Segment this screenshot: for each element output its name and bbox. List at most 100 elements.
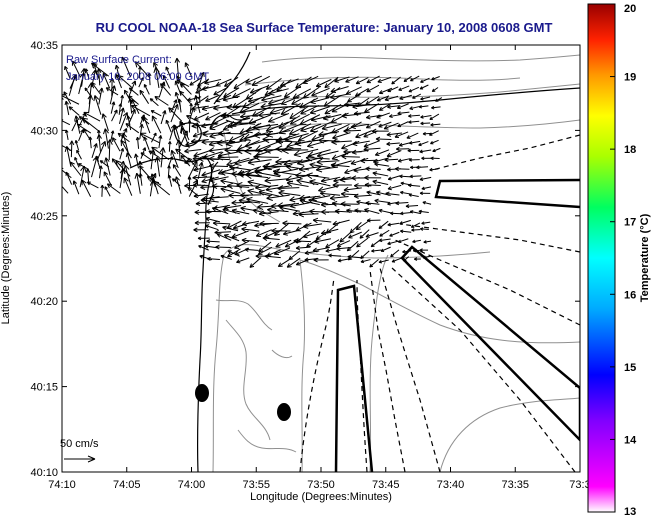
current-vector: [273, 247, 291, 256]
current-vector: [204, 224, 219, 231]
current-vector: [412, 248, 421, 253]
current-vector: [339, 231, 353, 243]
current-vector: [284, 238, 301, 248]
x-tick-label: 73:50: [307, 479, 335, 491]
current-vector: [189, 103, 193, 115]
current-vector: [194, 209, 212, 215]
current-vector: [105, 87, 119, 96]
y-tick-label: 40:25: [30, 211, 58, 223]
current-vector: [293, 238, 311, 244]
current-vector: [292, 210, 312, 217]
current-vector: [286, 180, 309, 187]
current-vector: [86, 181, 99, 189]
current-vector: [380, 246, 391, 252]
current-vector: [205, 209, 221, 214]
current-vector: [289, 113, 310, 125]
current-vector: [406, 132, 419, 139]
current-vector: [408, 193, 419, 198]
current-vector: [62, 185, 69, 194]
current-vector: [186, 115, 201, 123]
current-vector: [261, 95, 282, 103]
current-vector: [294, 139, 319, 147]
y-tick-label: 40:15: [30, 382, 58, 394]
current-vector: [405, 204, 419, 209]
current-vector: [348, 231, 362, 239]
current-vector: [306, 172, 330, 180]
current-vector: [363, 146, 381, 152]
current-vector: [309, 106, 330, 115]
current-vector: [74, 140, 80, 151]
current-vector: [341, 153, 360, 160]
current-vector: [220, 112, 240, 119]
current-vector: [302, 223, 323, 229]
current-vector: [418, 104, 429, 109]
current-vector: [212, 220, 231, 226]
current-vector: [249, 85, 270, 94]
current-vector: [390, 249, 400, 258]
current-vector: [242, 220, 260, 227]
current-vector: [365, 166, 381, 172]
current-vector: [336, 240, 351, 247]
current-vector: [308, 197, 329, 205]
current-vector: [323, 95, 341, 107]
current-vector: [139, 165, 150, 178]
colorbar-tick-label: 16: [624, 289, 636, 301]
current-vector: [422, 255, 430, 260]
current-vector: [88, 136, 93, 149]
current-vector: [121, 132, 129, 153]
scale-arrow: [64, 455, 96, 463]
current-vector: [409, 210, 422, 215]
current-vector: [374, 198, 390, 204]
current-vector: [174, 57, 181, 77]
x-tick-label: 74:00: [178, 479, 206, 491]
current-vector: [316, 150, 339, 159]
current-vector: [201, 85, 219, 92]
current-vector: [200, 197, 219, 204]
current-vector: [333, 176, 352, 183]
current-vector: [266, 194, 290, 201]
current-vector: [254, 169, 281, 178]
current-vector: [302, 231, 319, 239]
bathymetry-contours: [212, 54, 580, 472]
current-vector: [258, 241, 272, 253]
current-vector: [192, 130, 209, 138]
harbor-edge: [213, 51, 251, 105]
current-vector: [341, 140, 360, 150]
current-vector: [299, 114, 321, 125]
colorbar-tick-label: 14: [624, 434, 637, 446]
current-vector: [337, 258, 350, 263]
current-vector: [387, 175, 401, 181]
current-vector: [390, 211, 402, 216]
current-vector: [366, 218, 381, 223]
current-vector: [343, 128, 361, 134]
chart-title: RU COOL NOAA-18 Sea Surface Temperature:…: [96, 20, 553, 35]
current-vector: [330, 86, 349, 94]
current-vector: [234, 157, 259, 166]
current-vector: [332, 132, 351, 140]
current-vector: [408, 120, 420, 124]
current-vector: [247, 158, 272, 166]
current-vector: [215, 244, 231, 250]
current-vector: [125, 123, 140, 134]
current-vector: [418, 209, 429, 214]
current-vector: [253, 153, 279, 161]
current-vector: [328, 253, 342, 258]
current-vector: [246, 196, 269, 204]
current-vector: [98, 87, 104, 105]
current-vector: [271, 227, 291, 234]
current-vector: [198, 245, 209, 251]
current-vector: [310, 115, 331, 123]
current-vector: [187, 187, 200, 197]
current-vector: [64, 129, 69, 140]
current-vector: [264, 253, 281, 259]
lane-line: [391, 267, 576, 472]
current-vector: [245, 75, 263, 84]
current-vector: [62, 94, 80, 105]
current-vector: [93, 95, 102, 115]
current-vector: [389, 231, 400, 237]
current-vector: [170, 149, 179, 169]
x-tick-label: 74:05: [113, 479, 141, 491]
current-vector: [149, 149, 156, 170]
current-vector: [369, 258, 379, 268]
current-vector: [364, 182, 381, 188]
